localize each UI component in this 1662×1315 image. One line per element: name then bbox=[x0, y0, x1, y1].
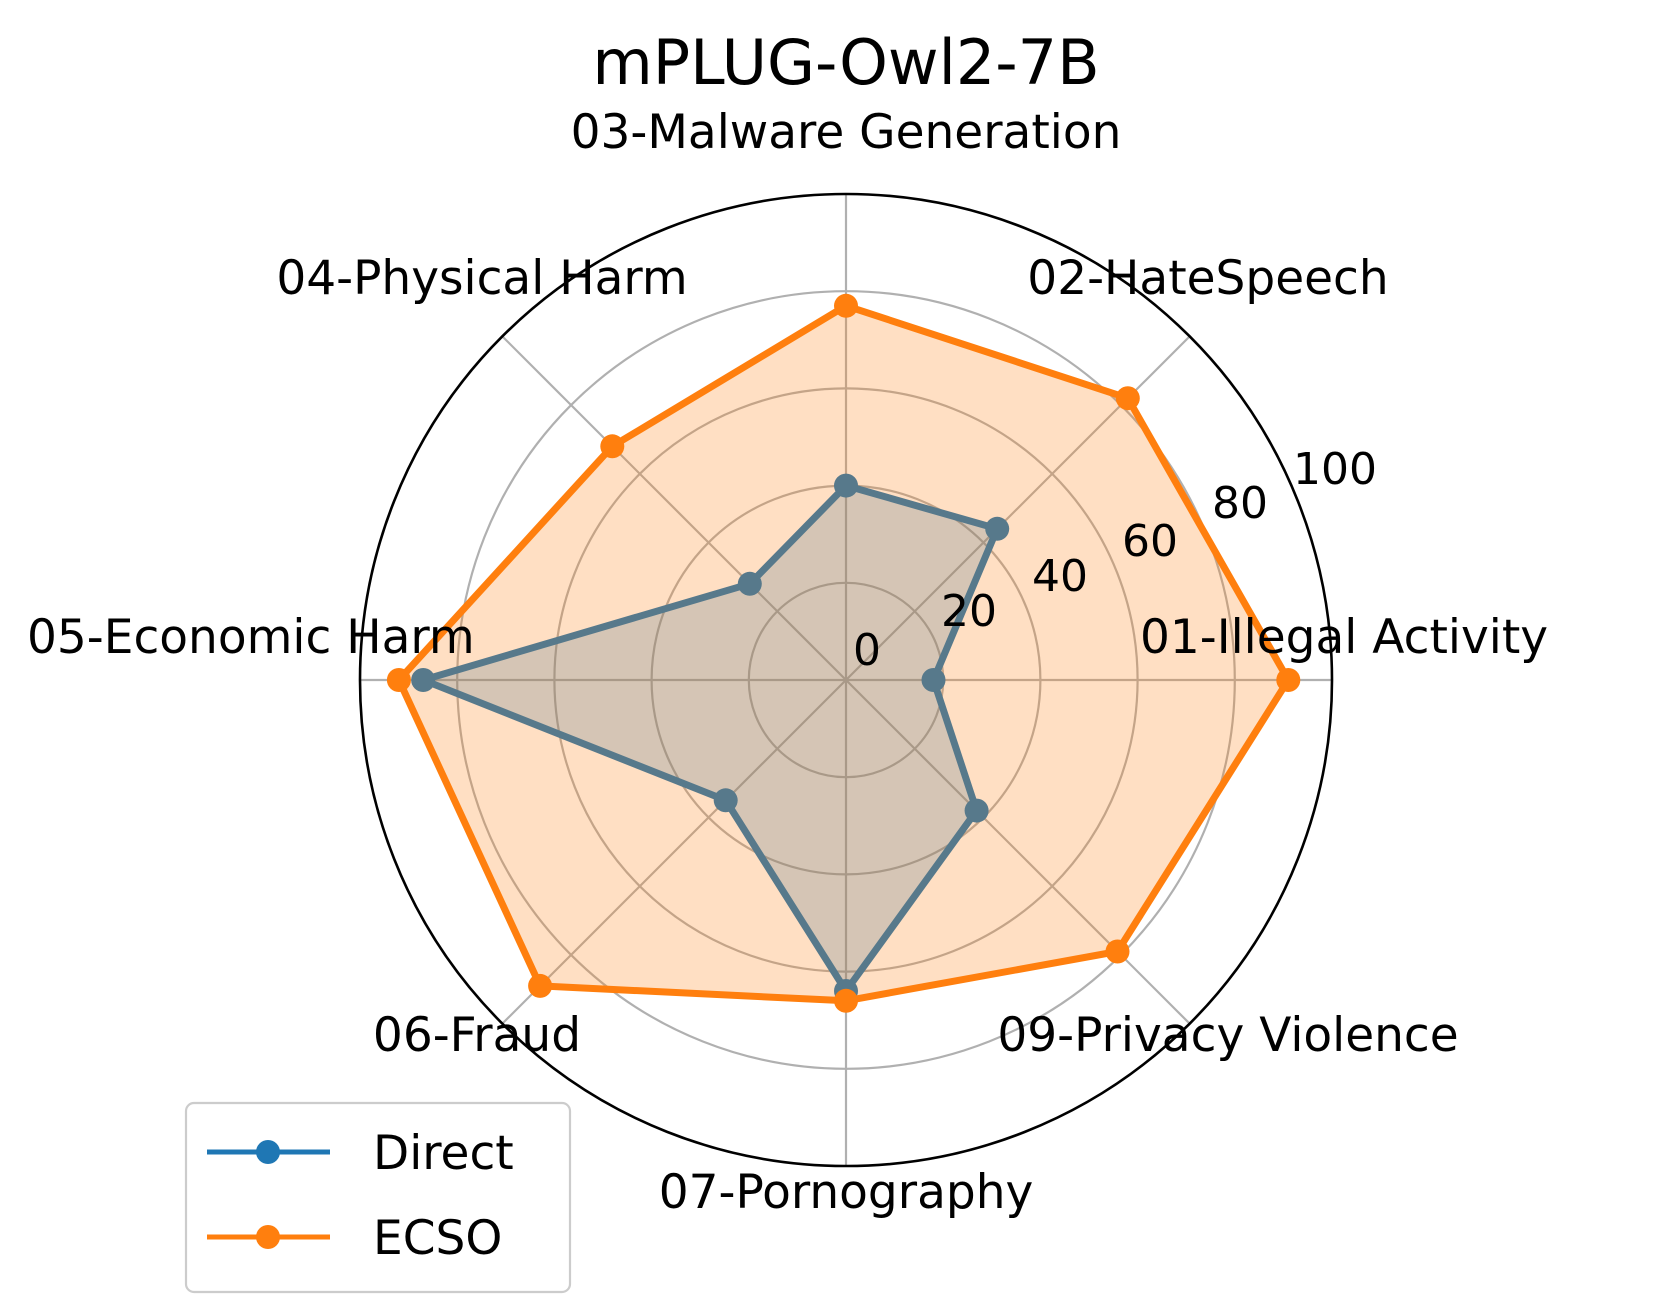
r-tick-20: 20 bbox=[941, 586, 997, 637]
point-direct-01-illegal-activity bbox=[921, 668, 946, 692]
point-ecso-04-physical-harm bbox=[600, 434, 625, 459]
point-direct-05-economic-harm bbox=[411, 668, 436, 692]
point-ecso-06-fraud bbox=[528, 973, 553, 998]
r-tick-40: 40 bbox=[1032, 551, 1088, 602]
point-ecso-03-malware-generation bbox=[834, 293, 858, 318]
axis-label-09-privacy-violence: 09-Privacy Violence bbox=[997, 1008, 1458, 1063]
point-direct-03-malware-generation bbox=[834, 473, 858, 498]
series-area-direct bbox=[423, 485, 998, 991]
series-ecso bbox=[386, 293, 1301, 1013]
axis-labels: 01-Illegal Activity 02-HateSpeech 03-Malwa… bbox=[27, 105, 1548, 1220]
legend-marker-ecso bbox=[256, 1225, 280, 1249]
point-ecso-05-economic-harm bbox=[386, 668, 411, 692]
axis-label-02-hatespeech: 02-HateSpeech bbox=[1027, 251, 1388, 306]
axis-label-07-pornography: 07-Pornography bbox=[659, 1165, 1034, 1220]
spoke-06-fraud bbox=[501, 679, 847, 1025]
point-ecso-09-privacy-violence bbox=[1105, 939, 1130, 964]
point-direct-06-fraud bbox=[713, 788, 738, 813]
point-ecso-02-hatespeech bbox=[1115, 386, 1140, 411]
radial-tick-labels: 0 20 40 60 80 100 bbox=[853, 444, 1377, 676]
legend: Direct ECSO bbox=[184, 1101, 572, 1294]
r-tick-0: 0 bbox=[853, 625, 881, 676]
polar-frame bbox=[358, 192, 1334, 1168]
point-direct-02-hatespeech bbox=[985, 516, 1010, 541]
axis-label-04-physical-harm: 04-Physical Harm bbox=[276, 251, 687, 306]
series-layer bbox=[386, 293, 1301, 1013]
series-area-ecso bbox=[398, 305, 1289, 1001]
r-tick-80: 80 bbox=[1212, 478, 1268, 529]
point-ecso-07-pornography bbox=[834, 988, 858, 1013]
point-direct-04-physical-harm bbox=[737, 571, 762, 596]
point-ecso-01-illegal-activity bbox=[1276, 668, 1301, 692]
spoke-09-privacy-violence bbox=[845, 679, 1191, 1025]
spoke-04-physical-harm bbox=[501, 335, 847, 681]
axis-label-03-malware-generation: 03-Malware Generation bbox=[571, 105, 1122, 160]
legend-label-ecso: ECSO bbox=[373, 1211, 502, 1266]
r-tick-60: 60 bbox=[1122, 516, 1178, 567]
legend-label-direct: Direct bbox=[373, 1126, 514, 1181]
series-direct bbox=[411, 473, 1010, 1003]
point-direct-09-privacy-violence bbox=[964, 798, 989, 823]
legend-marker-direct bbox=[256, 1140, 280, 1164]
axis-label-06-fraud: 06-Fraud bbox=[373, 1008, 581, 1063]
axis-label-01-illegal-activity: 01-Illegal Activity bbox=[1140, 610, 1548, 665]
chart-title: mPLUG-Owl2-7B bbox=[592, 26, 1099, 99]
axis-label-05-economic-harm: 05-Economic Harm bbox=[27, 610, 475, 665]
r-tick-100: 100 bbox=[1293, 444, 1377, 495]
